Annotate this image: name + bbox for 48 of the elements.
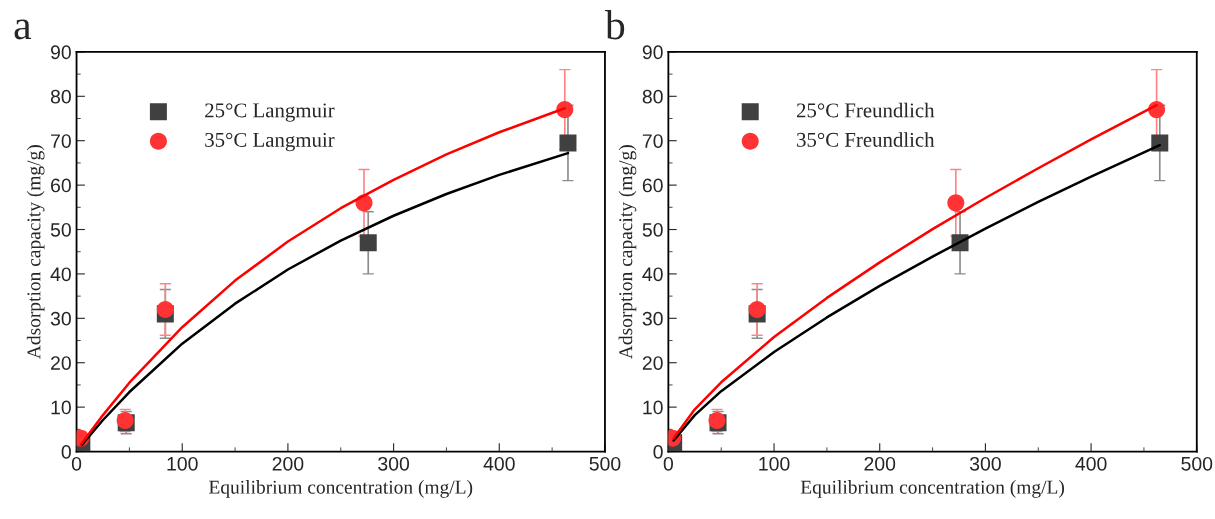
y-tick-label: 30 [50,311,71,326]
point [748,300,766,318]
point [947,194,965,212]
y-tick-label: 80 [642,89,663,104]
x-tick-label: 500 [589,456,621,471]
y-tick-label: 10 [643,400,663,415]
y-tick-label: 0 [653,445,663,459]
y-tick-label: 0 [61,445,71,459]
point [1151,134,1169,152]
y-tick-label: 10 [51,400,71,415]
y-tick-label: 40 [50,267,71,282]
y-tick-label: 80 [50,89,71,104]
x-tick-label: 400 [1075,456,1107,471]
x-axis-title: Equilibrium concentration (mg/L) [209,480,473,498]
y-tick-label: 20 [51,356,71,370]
x-tick-label: 100 [759,456,790,471]
chart-title: a [14,19,32,40]
point [359,234,377,252]
y-tick-label: 70 [642,134,663,148]
y-tick-label: 40 [642,267,663,282]
y-tick-label: 60 [51,178,71,193]
y-tick-label: 90 [50,45,71,60]
legend-label: 25°C Freundlich [796,102,935,118]
x-tick-label: 0 [71,456,82,471]
chart-title: b [604,10,625,40]
x-tick-label: 100 [167,456,198,471]
y-tick-label: 30 [642,311,663,326]
point [559,134,577,152]
y-tick-label: 50 [50,222,71,237]
y-tick-label: 70 [51,134,71,148]
legend-label: 35°C Langmuir [205,132,335,152]
x-tick-label: 200 [864,456,896,471]
y-tick-label: 50 [642,222,663,237]
y-axis-title: Adsorption capacity (mg/g) [618,145,637,359]
y-tick-label: 20 [642,356,663,370]
x-tick-label: 300 [378,456,410,471]
legend-label: 35°C Freundlich [797,132,935,147]
x-tick-label: 400 [483,456,515,471]
y-tick-label: 60 [642,178,663,193]
point [156,300,174,318]
y-tick-label: 90 [642,45,663,60]
y-axis-title: Adsorption capacity (mg/g) [26,145,45,359]
x-tick-label: 500 [1181,456,1213,471]
legend-label: 25°C Langmuir [205,103,335,122]
x-tick-label: 200 [272,456,304,471]
x-tick-label: 300 [969,456,1001,471]
x-axis-title: Equilibrium concentration (mg/L) [800,480,1065,498]
x-tick-label: 0 [663,456,674,471]
